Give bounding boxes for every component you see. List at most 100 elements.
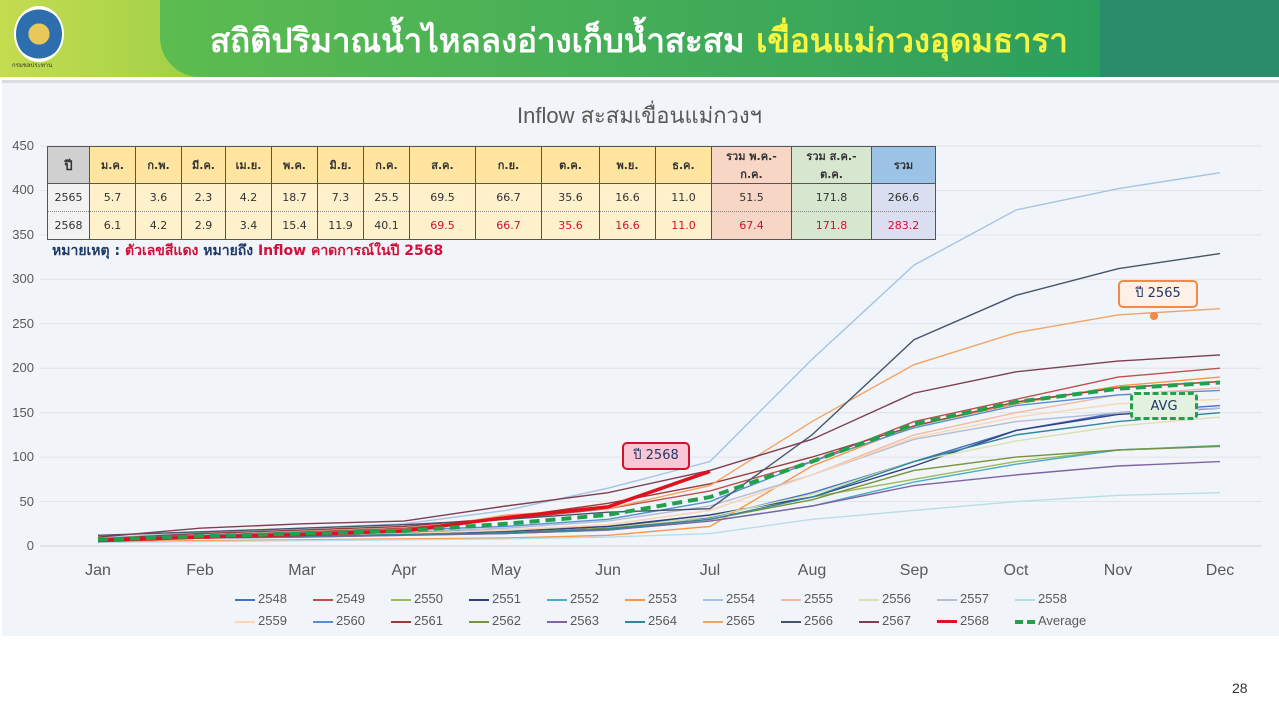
legend-swatch-icon: [703, 598, 723, 601]
y-tick: 150: [12, 404, 34, 420]
legend-label: 2561: [414, 613, 443, 628]
legend-swatch-icon: [313, 620, 333, 623]
callout-avg: AVG: [1130, 392, 1198, 420]
legend-swatch-icon: [391, 620, 411, 623]
legend-label: 2554: [726, 591, 755, 606]
table-cell: 16.6: [599, 211, 656, 240]
legend-swatch-icon: [703, 620, 723, 623]
table-cell: 3.6: [135, 183, 182, 212]
table-cell: 283.2: [871, 211, 936, 240]
series-2549: [97, 367, 1221, 541]
table-row: 2568 6.1 4.2 2.9 3.4 15.4 11.9 40.1 69.5 66.7 35.6…: [47, 211, 936, 240]
legend-label: 2549: [336, 591, 365, 606]
legend-label: 2548: [258, 591, 287, 606]
table-cell: 15.4: [271, 211, 318, 240]
table-row: 2565 5.7 3.6 2.3 4.2 18.7 7.3 25.5 69.5 66.7 35.6 1…: [47, 183, 936, 212]
legend-label: 2558: [1038, 591, 1067, 606]
legend-item: 2563: [547, 613, 599, 628]
table-header-cell: ก.ย.: [475, 146, 542, 184]
callout-2565: ปี 2565: [1118, 280, 1198, 308]
title-highlight: เขื่อนแม่กวงอุดมธารา: [756, 21, 1068, 60]
table-cell: 66.7: [475, 183, 542, 212]
legend-label: 2563: [570, 613, 599, 628]
table-cell: 6.1: [89, 211, 136, 240]
table-header-cell: ก.ค.: [363, 146, 410, 184]
legend-label: 2551: [492, 591, 521, 606]
department-logo-icon: [14, 6, 64, 62]
table-cell: 5.7: [89, 183, 136, 212]
legend-item: 2565: [703, 613, 755, 628]
legend-label: 2565: [726, 613, 755, 628]
legend-swatch-icon: [781, 598, 801, 601]
series-2556: [97, 416, 1221, 542]
table-cell: 3.4: [225, 211, 272, 240]
x-tick: Jun: [595, 562, 621, 579]
legend-item: 2561: [391, 613, 443, 628]
legend-swatch-icon: [469, 598, 489, 601]
legend-label: Average: [1038, 613, 1087, 628]
table-header-cell: ต.ค.: [541, 146, 600, 184]
legend-item: 2564: [625, 613, 677, 628]
table-header-cell: มี.ค.: [181, 146, 226, 184]
footnote: หมายเหตุ : ตัวเลขสีแดง หมายถึง Inflow คา…: [52, 240, 443, 262]
legend-swatch-icon: [937, 598, 957, 601]
legend-label: 2556: [882, 591, 911, 606]
series-2567: [97, 354, 1221, 538]
legend-swatch-icon: [1015, 619, 1035, 624]
legend-swatch-icon: [313, 598, 333, 601]
legend-item: 2552: [547, 591, 599, 606]
table-header-cell: พ.ย.: [599, 146, 656, 184]
table-cell: 171.8: [791, 183, 872, 212]
legend-label: 2550: [414, 591, 443, 606]
legend-item: 2548: [235, 591, 287, 606]
y-tick: 250: [12, 315, 34, 331]
series-2558: [97, 491, 1221, 544]
legend-swatch-icon: [235, 598, 255, 601]
table-cell: 25.5: [363, 183, 410, 212]
table-cell: 66.7: [475, 211, 542, 240]
table-cell: 67.4: [711, 211, 792, 240]
x-tick: Mar: [288, 562, 316, 579]
page-number: 28: [1232, 680, 1248, 696]
series-2563: [97, 460, 1221, 542]
table-header-cell: ก.พ.: [135, 146, 182, 184]
x-tick: Oct: [1003, 562, 1029, 579]
y-tick: 200: [12, 360, 34, 376]
legend-swatch-icon: [391, 598, 411, 601]
legend-swatch-icon: [625, 620, 645, 623]
x-tick: Feb: [186, 562, 214, 579]
header-right-band: [1100, 0, 1279, 77]
legend-item: 2568: [937, 613, 989, 628]
table-cell: 18.7: [271, 183, 318, 212]
table-cell: 2565: [47, 183, 90, 212]
table-header-cell: รวม พ.ค.-ก.ค.: [711, 146, 792, 184]
table-cell: 51.5: [711, 183, 792, 212]
y-tick: 450: [12, 138, 34, 153]
legend-item: 2558: [1015, 591, 1067, 606]
page-title: สถิติปริมาณน้ำไหลลงอ่างเก็บน้ำสะสม เขื่อ…: [210, 14, 1068, 67]
title-main: สถิติปริมาณน้ำไหลลงอ่างเก็บน้ำสะสม: [210, 21, 757, 60]
legend-item: 2551: [469, 591, 521, 606]
legend-item: 2559: [235, 613, 287, 628]
table-header-cell: เม.ย.: [225, 146, 272, 184]
table-cell: 4.2: [135, 211, 182, 240]
legend-swatch-icon: [859, 620, 879, 623]
marker-2565: [1150, 312, 1158, 320]
table-cell: 4.2: [225, 183, 272, 212]
table-header-cell: ส.ค.: [409, 146, 476, 184]
legend-item: 2556: [859, 591, 911, 606]
note-red-text: ตัวเลขสีแดง: [124, 243, 199, 259]
legend-label: 2568: [960, 613, 989, 628]
table-cell: 2.9: [181, 211, 226, 240]
x-tick: Aug: [797, 562, 827, 579]
x-tick: May: [490, 562, 522, 579]
table-cell: 2.3: [181, 183, 226, 212]
legend-item: 2562: [469, 613, 521, 628]
legend-item: 2557: [937, 591, 989, 606]
y-tick: 350: [12, 226, 34, 242]
x-tick: Apr: [391, 562, 417, 579]
legend-item: 2549: [313, 591, 365, 606]
table-header-cell: ปี: [47, 146, 90, 184]
legend-item: 2550: [391, 591, 443, 606]
legend-item: 2555: [781, 591, 833, 606]
